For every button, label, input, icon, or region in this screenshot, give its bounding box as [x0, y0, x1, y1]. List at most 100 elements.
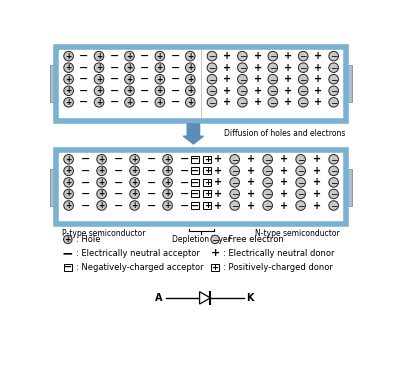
Text: +: +	[247, 200, 255, 211]
Text: −: −	[269, 75, 276, 84]
Circle shape	[97, 154, 106, 164]
Circle shape	[298, 74, 308, 84]
Text: −: −	[300, 63, 307, 72]
Text: −: −	[170, 51, 180, 61]
Text: +: +	[204, 155, 211, 164]
Text: +: +	[132, 178, 138, 187]
Text: +: +	[223, 74, 231, 84]
Text: −: −	[330, 166, 338, 175]
Circle shape	[207, 63, 217, 72]
Text: N-type semiconductor: N-type semiconductor	[255, 228, 340, 238]
Circle shape	[329, 74, 338, 84]
Text: −: −	[191, 166, 199, 176]
Circle shape	[64, 235, 72, 243]
Circle shape	[296, 166, 306, 176]
Circle shape	[130, 154, 139, 164]
Text: +: +	[187, 86, 194, 95]
Circle shape	[211, 235, 219, 243]
Text: −: −	[264, 155, 272, 164]
Circle shape	[230, 154, 240, 164]
Text: Diffusion of holes and electrons: Diffusion of holes and electrons	[224, 129, 346, 138]
Circle shape	[155, 97, 165, 107]
Circle shape	[263, 178, 272, 187]
Text: −: −	[114, 200, 123, 211]
Text: −: −	[300, 98, 307, 107]
Text: −: −	[179, 166, 189, 176]
Text: −: −	[191, 154, 199, 164]
Text: −: −	[330, 98, 338, 107]
Text: +: +	[280, 166, 288, 176]
Circle shape	[186, 97, 195, 107]
Circle shape	[238, 51, 247, 61]
Circle shape	[125, 97, 134, 107]
Circle shape	[64, 63, 74, 72]
Text: +: +	[223, 86, 231, 96]
Text: +: +	[96, 63, 102, 72]
Text: +: +	[314, 97, 322, 107]
Text: −: −	[208, 75, 216, 84]
Text: +: +	[66, 155, 72, 164]
Circle shape	[97, 201, 106, 210]
Text: −: −	[239, 86, 246, 95]
Text: −: −	[114, 166, 123, 176]
Text: +: +	[187, 98, 194, 107]
Text: −: −	[239, 98, 246, 107]
Text: −: −	[330, 178, 338, 187]
Circle shape	[329, 86, 338, 96]
Circle shape	[296, 201, 306, 210]
Bar	[56, 47, 346, 121]
Circle shape	[64, 74, 74, 84]
Circle shape	[94, 86, 104, 96]
Text: +: +	[214, 189, 222, 199]
Text: −: −	[208, 63, 216, 72]
Circle shape	[64, 189, 74, 199]
Circle shape	[64, 201, 74, 210]
Text: −: −	[140, 74, 149, 84]
Circle shape	[94, 97, 104, 107]
Text: : Negatively-charged acceptor: : Negatively-charged acceptor	[76, 262, 203, 272]
Bar	[191, 156, 199, 163]
Circle shape	[207, 74, 217, 84]
Text: +: +	[284, 51, 292, 61]
Text: +: +	[96, 98, 102, 107]
Text: +: +	[66, 51, 72, 61]
Text: K: K	[246, 293, 254, 303]
Text: +: +	[98, 155, 105, 164]
Text: +: +	[126, 51, 132, 61]
Bar	[204, 168, 211, 174]
Text: +: +	[164, 155, 171, 164]
Text: −: −	[79, 63, 88, 73]
Circle shape	[263, 189, 272, 199]
Text: −: −	[110, 63, 119, 73]
Text: +: +	[223, 97, 231, 107]
Text: +: +	[254, 86, 262, 96]
Text: −: −	[191, 177, 199, 187]
Text: +: +	[164, 189, 171, 199]
Bar	[211, 264, 219, 270]
Circle shape	[329, 97, 338, 107]
Circle shape	[329, 178, 338, 187]
Circle shape	[268, 63, 278, 72]
FancyArrow shape	[183, 124, 204, 144]
Text: +: +	[126, 75, 132, 84]
Circle shape	[125, 86, 134, 96]
Bar	[346, 169, 352, 205]
Circle shape	[186, 51, 195, 61]
Text: −: −	[62, 246, 74, 260]
Text: +: +	[284, 86, 292, 96]
Text: −: −	[114, 154, 123, 164]
Text: −: −	[297, 189, 304, 199]
Bar	[50, 65, 56, 102]
Circle shape	[329, 154, 338, 164]
Text: +: +	[98, 178, 105, 187]
Text: −: −	[114, 177, 123, 187]
Text: −: −	[114, 189, 123, 199]
Text: +: +	[313, 200, 321, 211]
Text: −: −	[269, 98, 276, 107]
Text: +: +	[214, 154, 222, 164]
Text: +: +	[204, 166, 211, 175]
Text: −: −	[208, 98, 216, 107]
Circle shape	[268, 74, 278, 84]
Bar	[56, 150, 346, 224]
Circle shape	[155, 74, 165, 84]
